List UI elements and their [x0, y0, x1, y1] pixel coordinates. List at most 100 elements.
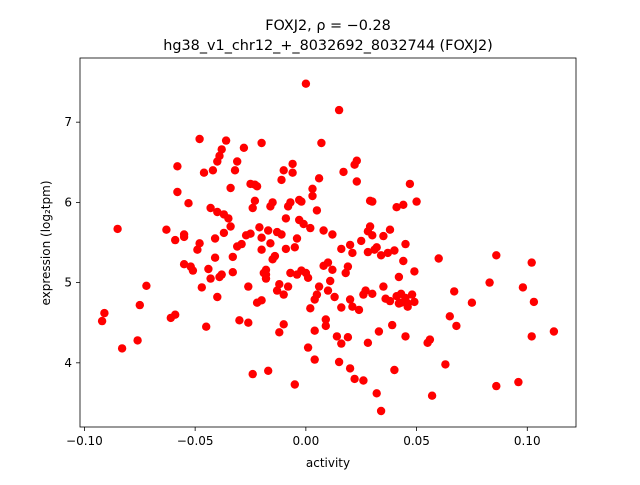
data-point	[368, 289, 377, 298]
y-tick-label: 6	[64, 195, 72, 209]
data-point	[390, 246, 399, 255]
data-point	[374, 327, 384, 336]
data-point	[257, 233, 266, 242]
data-point	[410, 297, 419, 307]
data-point	[202, 322, 211, 331]
data-point	[268, 198, 277, 207]
data-point	[337, 244, 346, 254]
chart-subtitle: hg38_v1_chr12_+_8032692_8032744 (FOXJ2)	[163, 38, 492, 54]
data-point	[372, 389, 381, 398]
data-point	[288, 168, 297, 177]
data-point	[306, 304, 315, 313]
data-point	[348, 248, 357, 258]
data-point	[272, 286, 282, 295]
data-point	[303, 343, 313, 352]
plot-frame	[79, 57, 577, 428]
data-point	[133, 336, 142, 345]
data-point	[425, 335, 435, 344]
data-point	[354, 305, 364, 315]
data-point	[213, 292, 222, 302]
data-point	[197, 283, 206, 292]
data-point	[257, 245, 266, 254]
data-point	[388, 320, 397, 330]
data-point	[228, 268, 237, 277]
data-point	[385, 296, 395, 306]
data-point	[492, 251, 501, 260]
data-point	[485, 278, 494, 287]
data-point	[277, 175, 286, 185]
data-point	[514, 377, 523, 387]
data-point	[334, 105, 344, 115]
data-point	[288, 159, 297, 169]
data-point	[372, 243, 381, 252]
data-point	[518, 283, 528, 292]
data-point	[279, 290, 288, 299]
data-point	[365, 222, 375, 231]
data-point	[297, 197, 306, 206]
data-point	[323, 286, 333, 295]
data-point	[314, 282, 324, 291]
data-point	[445, 312, 454, 321]
data-point	[527, 332, 536, 341]
data-point	[328, 230, 337, 239]
data-point	[345, 295, 355, 304]
data-point	[452, 321, 461, 331]
data-point	[279, 320, 288, 329]
data-point	[332, 332, 342, 341]
data-point	[255, 223, 264, 232]
data-point	[266, 239, 275, 248]
x-tick-label: 0.05	[403, 434, 430, 448]
data-point	[359, 376, 368, 385]
data-point	[171, 310, 180, 319]
data-point	[345, 240, 355, 250]
data-point	[275, 328, 284, 337]
data-point	[248, 203, 257, 213]
data-point	[301, 79, 311, 88]
data-point	[195, 134, 204, 144]
data-point	[312, 206, 322, 215]
data-point	[290, 243, 299, 252]
data-point	[407, 290, 417, 299]
data-point	[401, 332, 410, 341]
data-point	[206, 274, 215, 283]
y-axis-label: expression (log₂tpm)	[39, 180, 53, 305]
data-point	[264, 226, 273, 235]
data-point	[283, 282, 293, 291]
data-point	[204, 264, 213, 274]
data-point	[337, 339, 346, 348]
data-point	[210, 234, 220, 243]
x-tick-label: −0.05	[177, 434, 214, 448]
data-point	[281, 244, 291, 254]
data-point	[343, 262, 353, 271]
data-point	[441, 360, 450, 369]
y-tick-label: 7	[64, 115, 72, 129]
data-point	[529, 297, 539, 307]
data-point	[179, 260, 189, 269]
data-point	[257, 296, 266, 305]
data-point	[321, 321, 330, 331]
data-point	[290, 380, 299, 389]
data-point	[275, 280, 284, 289]
data-point	[195, 239, 204, 248]
data-point	[363, 247, 373, 257]
data-point	[368, 197, 377, 206]
x-tick-label: −0.10	[66, 434, 103, 448]
data-point	[330, 292, 339, 302]
data-point	[217, 145, 226, 154]
data-point	[244, 282, 253, 291]
data-point	[162, 225, 171, 234]
data-points	[97, 79, 559, 416]
data-point	[312, 290, 322, 299]
data-point	[199, 168, 209, 177]
data-point	[277, 230, 286, 239]
data-point	[226, 222, 235, 231]
x-tick-label: 0.00	[292, 434, 319, 448]
data-point	[286, 198, 295, 207]
data-point	[317, 138, 326, 148]
data-point	[334, 357, 344, 367]
data-point	[184, 199, 193, 208]
data-point	[228, 252, 237, 262]
data-point	[97, 316, 107, 326]
data-point	[100, 308, 109, 318]
